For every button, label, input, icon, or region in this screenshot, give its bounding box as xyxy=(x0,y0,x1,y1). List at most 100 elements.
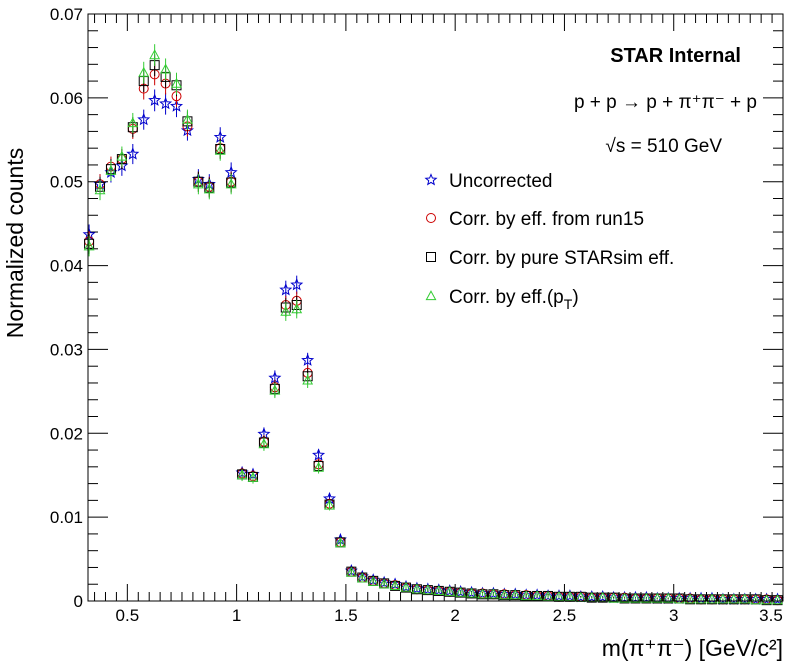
data-point xyxy=(126,147,140,160)
x-tick-label: 3 xyxy=(669,606,678,625)
legend-marker-circle xyxy=(426,213,436,223)
data-point xyxy=(116,150,128,161)
data-point xyxy=(673,593,685,604)
data-point xyxy=(761,594,773,605)
data-point xyxy=(127,117,139,128)
data-point xyxy=(378,578,390,589)
data-point xyxy=(411,583,423,594)
data-point xyxy=(83,240,95,251)
data-point xyxy=(301,353,315,366)
data-point xyxy=(389,580,401,591)
data-point xyxy=(477,588,488,599)
legend-label-uncorrected: Uncorrected xyxy=(449,171,553,192)
data-point xyxy=(169,99,184,112)
data-point xyxy=(225,178,237,189)
data-point xyxy=(640,592,652,603)
data-point xyxy=(619,592,630,603)
data-point xyxy=(236,469,248,480)
legend: Uncorrected Corr. by eff. from run15 Cor… xyxy=(424,171,674,312)
y-tick-label: 0.02 xyxy=(50,424,83,443)
data-point xyxy=(302,374,314,385)
legend-label-pt-end: ) xyxy=(572,287,578,308)
data-point xyxy=(662,592,674,603)
data-point xyxy=(313,461,325,472)
data-point xyxy=(739,593,751,604)
data-point xyxy=(171,77,182,88)
y-tick-label: 0 xyxy=(74,592,83,611)
data-point xyxy=(706,593,718,604)
data-point xyxy=(367,575,379,586)
x-axis-title: m(π⁺π⁻) [GeV/c²] xyxy=(602,635,783,661)
data-point xyxy=(651,592,663,603)
data-point xyxy=(137,112,151,126)
data-point xyxy=(531,590,543,601)
data-point xyxy=(542,590,554,601)
y-tick-label: 0.01 xyxy=(50,508,83,527)
data-point xyxy=(345,566,357,577)
data-point xyxy=(509,589,521,600)
legend-label-run15: Corr. by eff. from run15 xyxy=(449,209,644,230)
data-point xyxy=(258,438,270,449)
energy-label: √s = 510 GeV xyxy=(605,136,722,157)
star-internal-label: STAR Internal xyxy=(610,45,741,67)
data-point xyxy=(750,594,762,605)
data-point xyxy=(312,448,326,461)
legend-label-pt-sub: T xyxy=(564,296,573,312)
y-tick-label: 0.04 xyxy=(50,257,83,276)
legend-label-starsim: Corr. by pure STARsim eff. xyxy=(449,248,674,269)
data-point xyxy=(279,283,293,296)
data-point xyxy=(138,66,150,77)
data-point xyxy=(455,586,467,597)
y-axis-title: Normalized counts xyxy=(2,148,28,338)
data-point xyxy=(291,303,303,314)
data-point xyxy=(192,178,204,189)
x-tick-label: 2.5 xyxy=(553,606,577,625)
data-point xyxy=(498,589,510,600)
data-point xyxy=(630,592,641,603)
data-point xyxy=(214,144,226,155)
data-point xyxy=(553,590,565,601)
data-point xyxy=(466,587,478,598)
data-point xyxy=(356,572,368,583)
data-point xyxy=(717,593,729,604)
data-point xyxy=(280,305,292,316)
series-triangle xyxy=(83,44,783,605)
data-point xyxy=(247,471,259,482)
tick-labels: 0.5 1 1.5 2 2.5 3 3.5 0 0.01 0.02 0.03 0.04 0.05 0.06… xyxy=(50,5,783,625)
data-point xyxy=(149,49,161,60)
data-point xyxy=(159,96,173,110)
y-tick-label: 0.07 xyxy=(50,5,83,24)
data-point xyxy=(728,593,740,604)
data-point xyxy=(684,593,696,604)
legend-marker-star xyxy=(424,173,438,186)
legend-label-pt-main: Corr. by eff.(p xyxy=(449,287,564,308)
process-label: p + p → p + π⁺π⁻ + p xyxy=(574,92,757,113)
data-point xyxy=(105,164,117,175)
data-point xyxy=(290,278,304,291)
legend-markers xyxy=(424,173,438,301)
data-point xyxy=(400,581,412,592)
data-point xyxy=(94,184,106,195)
data-point xyxy=(148,93,162,106)
y-tick-label: 0.06 xyxy=(50,89,83,108)
data-point xyxy=(422,584,434,595)
x-tick-label: 2 xyxy=(450,606,459,625)
legend-marker-square xyxy=(426,252,436,262)
data-point xyxy=(520,590,532,601)
x-tick-label: 0.5 xyxy=(116,606,140,625)
data-point xyxy=(203,183,215,194)
data-point xyxy=(608,592,620,603)
data-point xyxy=(564,590,576,601)
data-point xyxy=(269,384,281,395)
legend-marker-triangle xyxy=(425,290,437,301)
y-tick-label: 0.05 xyxy=(50,173,83,192)
data-point xyxy=(181,113,193,124)
y-tick-label: 0.03 xyxy=(50,340,83,359)
x-tick-label: 1 xyxy=(232,606,241,625)
data-point xyxy=(487,588,499,599)
data-point xyxy=(772,594,783,605)
data-point xyxy=(695,593,707,604)
data-point xyxy=(334,537,346,548)
data-point xyxy=(444,585,456,596)
